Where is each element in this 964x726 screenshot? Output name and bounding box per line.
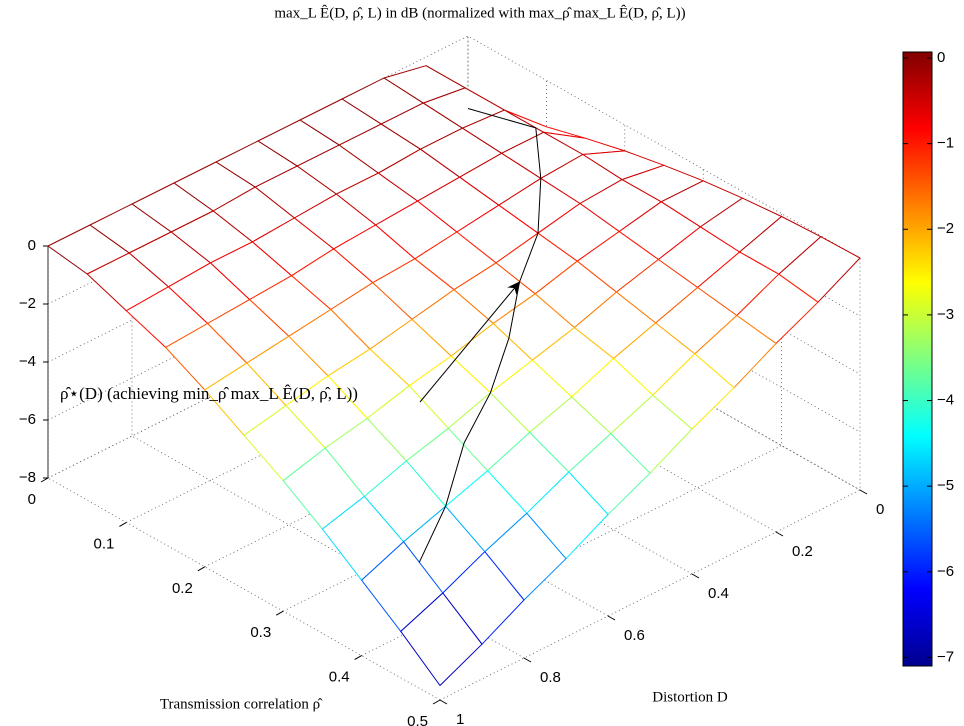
z-tick-label: −6 xyxy=(19,411,36,428)
colorbar-tick-label: −7 xyxy=(937,648,954,665)
y-tick-label: 1 xyxy=(456,711,464,726)
tick-mark xyxy=(691,573,700,579)
surface xyxy=(47,65,861,686)
tick-mark xyxy=(40,477,49,483)
colorbar-tick-label: −4 xyxy=(937,392,954,409)
colorbar-tick-label: −5 xyxy=(937,477,954,494)
tick-mark xyxy=(859,489,868,495)
tick-mark xyxy=(432,699,441,705)
z-tick-label: 0 xyxy=(28,237,36,254)
annotation: ρ̂⋆(D) (achieving min_ρ̂ max_L Ê(D, ρ̂, … xyxy=(60,384,358,403)
grid-line xyxy=(47,267,861,491)
x-tick-label: 0.2 xyxy=(172,580,193,597)
y-tick-label: 0.6 xyxy=(624,627,645,644)
y-tick-label: 0.8 xyxy=(540,669,561,686)
tick-mark xyxy=(439,699,448,705)
x-tick-label: 0.1 xyxy=(94,535,115,552)
x-tick-label: 0.3 xyxy=(250,624,271,641)
colorbar-tick-label: −1 xyxy=(937,135,954,152)
surface-cell xyxy=(400,592,483,686)
y-tick-label: 0.4 xyxy=(708,585,729,602)
tick-mark xyxy=(275,610,284,616)
x-tick-label: 0.5 xyxy=(407,713,428,726)
colorbar xyxy=(902,51,933,667)
tick-mark xyxy=(354,655,362,661)
annotation-arrow xyxy=(419,281,521,403)
x-tick-label: 0.4 xyxy=(329,669,350,686)
z-tick-label: −2 xyxy=(19,295,36,312)
tick-mark xyxy=(119,521,127,527)
colorbar-tick-label: −6 xyxy=(937,563,954,580)
x-axis-label: Transmission correlation ρ̂ xyxy=(160,696,323,712)
optimal-curve xyxy=(418,108,542,563)
chart-title: max_L Ê(D, ρ̂, L) in dB (normalized with… xyxy=(274,4,685,21)
z-tick-label: −8 xyxy=(19,469,36,486)
tick-mark xyxy=(775,531,784,537)
overlay: ρ̂⋆(D) (achieving min_ρ̂ max_L Ê(D, ρ̂, … xyxy=(60,108,542,563)
tick-mark xyxy=(607,615,616,621)
colorbar-tick-label: −3 xyxy=(937,306,954,323)
tick-mark xyxy=(523,657,532,663)
y-tick-label: 0 xyxy=(876,501,884,518)
y-tick-label: 0.2 xyxy=(792,543,813,560)
grid-line xyxy=(439,258,861,701)
colorbar-tick-label: 0 xyxy=(937,49,945,66)
y-axis-label: Distortion D xyxy=(652,689,728,705)
tick-mark xyxy=(197,566,206,572)
colorbar-tick-label: −2 xyxy=(937,220,954,237)
z-tick-label: −4 xyxy=(19,353,36,370)
x-tick-label: 0 xyxy=(28,491,36,508)
